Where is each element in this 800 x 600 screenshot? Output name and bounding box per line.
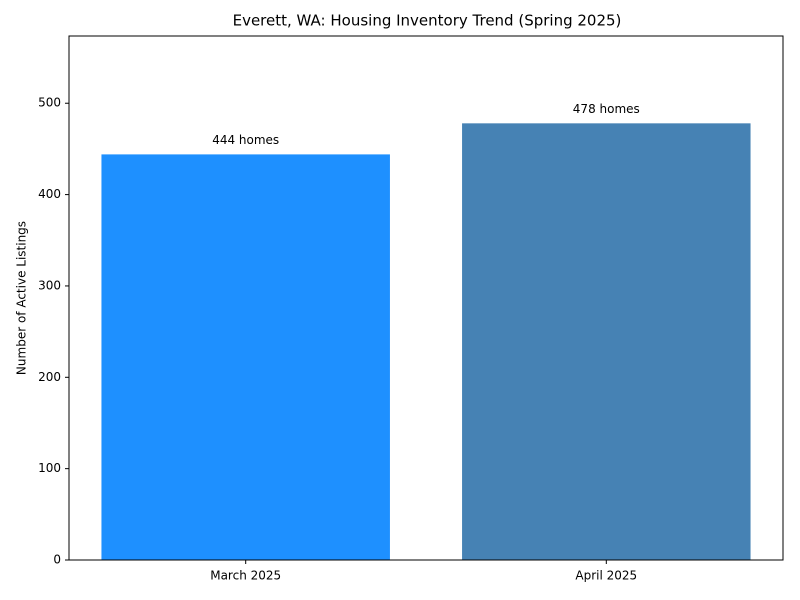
y-tick-label: 0 [53, 553, 61, 567]
y-tick-label: 100 [38, 461, 61, 475]
y-tick-label: 200 [38, 370, 61, 384]
x-tick-label: April 2025 [575, 569, 637, 583]
x-tick-label: March 2025 [210, 569, 281, 583]
chart-title: Everett, WA: Housing Inventory Trend (Sp… [233, 12, 622, 30]
bar [101, 154, 390, 560]
y-tick-label: 400 [38, 187, 61, 201]
value-label: 478 homes [573, 102, 640, 116]
plot-frame [68, 35, 784, 561]
y-tick-label: 500 [38, 96, 61, 110]
bar [462, 123, 751, 560]
y-axis-label: Number of Active Listings [15, 221, 29, 375]
value-label: 444 homes [212, 133, 279, 147]
y-tick-label: 300 [38, 278, 61, 292]
